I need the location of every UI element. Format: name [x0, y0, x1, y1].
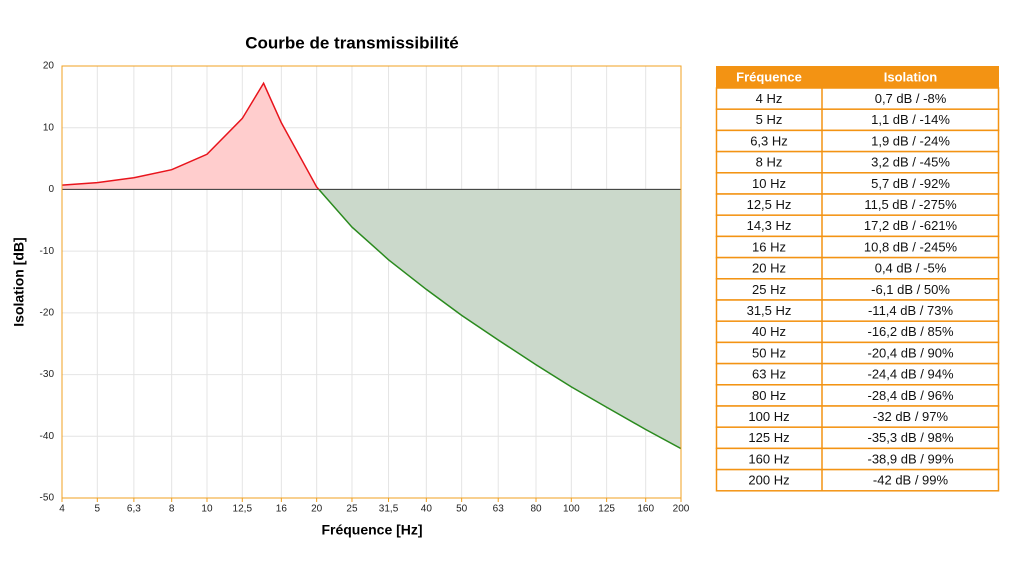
table-cell: 80 Hz	[752, 388, 786, 403]
table-cell: 25 Hz	[752, 282, 786, 297]
x-tick-label: 40	[421, 504, 433, 515]
table-cell: 10 Hz	[752, 176, 786, 191]
table-cell: 12,5 Hz	[747, 197, 792, 212]
table-header-bg	[716, 66, 999, 88]
table-cell: 200 Hz	[748, 473, 789, 488]
table-cell: 8 Hz	[756, 155, 783, 170]
line-above	[62, 81, 320, 190]
table-cell: 10,8 dB / -245%	[864, 239, 958, 254]
plot-border	[61, 65, 682, 499]
y-tick-label: -50	[40, 493, 55, 504]
x-tick-label: 5	[95, 504, 101, 515]
x-tick-label: 50	[456, 504, 468, 515]
table-cell: -32 dB / 97%	[873, 409, 949, 424]
y-tick-label: -20	[40, 307, 55, 318]
x-tick-label: 200	[673, 504, 690, 515]
table-cell: 63 Hz	[752, 367, 786, 382]
x-tick-label: 63	[493, 504, 505, 515]
table-cell: 0,4 dB / -5%	[875, 261, 947, 276]
table-cell: 100 Hz	[748, 409, 789, 424]
table-cell: 17,2 dB / -621%	[864, 218, 958, 233]
table-cell: -20,4 dB / 90%	[868, 345, 954, 360]
x-tick-label: 80	[530, 504, 542, 515]
y-tick-label: 10	[43, 122, 55, 133]
table-cell: -24,4 dB / 94%	[868, 367, 954, 382]
table-cell: -16,2 dB / 85%	[868, 324, 954, 339]
table-cell: 11,5 dB / -275%	[864, 197, 957, 212]
x-axis-label: Fréquence [Hz]	[321, 522, 422, 538]
table-cell: -28,4 dB / 96%	[868, 388, 954, 403]
x-tick-label: 160	[637, 504, 654, 515]
x-tick-label: 31,5	[379, 504, 399, 515]
table-cell: 125 Hz	[748, 430, 789, 445]
table-cell: 5,7 dB / -92%	[871, 176, 950, 191]
y-tick-label: -10	[40, 246, 55, 257]
table-cell: 1,9 dB / -24%	[871, 133, 950, 148]
table-cell: 3,2 dB / -45%	[871, 155, 950, 170]
chart-title: Courbe de transmissibilité	[245, 33, 459, 52]
table-cell: -35,3 dB / 98%	[868, 430, 954, 445]
table-header: Fréquence	[736, 69, 802, 84]
area-below	[62, 189, 681, 449]
x-tick-label: 12,5	[233, 504, 253, 515]
x-tick-label: 125	[598, 504, 615, 515]
x-tick-label: 6,3	[127, 504, 141, 515]
table-cell: 4 Hz	[756, 91, 783, 106]
table-cell: 31,5 Hz	[747, 303, 792, 318]
table-cell: -11,4 dB / 73%	[868, 303, 953, 318]
table-cell: -38,9 dB / 99%	[868, 451, 954, 466]
x-tick-label: 16	[276, 504, 288, 515]
table-header: Isolation	[884, 69, 938, 84]
x-tick-label: 10	[201, 504, 213, 515]
x-tick-label: 4	[59, 504, 65, 515]
table-cell: 6,3 Hz	[750, 133, 788, 148]
y-tick-label: -40	[40, 431, 55, 442]
x-tick-label: 25	[346, 504, 358, 515]
table-cell: 0,7 dB / -8%	[875, 91, 947, 106]
table-cell: 14,3 Hz	[747, 218, 792, 233]
table-cell: 1,1 dB / -14%	[871, 112, 950, 127]
table-cell: 5 Hz	[756, 112, 783, 127]
table-cell: 20 Hz	[752, 261, 786, 276]
table-cell: 160 Hz	[748, 451, 789, 466]
table-row	[715, 468, 1000, 492]
line-below	[317, 189, 681, 450]
x-tick-label: 20	[311, 504, 323, 515]
table-cell: 40 Hz	[752, 324, 786, 339]
area-above	[62, 83, 319, 190]
x-tick-label: 8	[169, 504, 175, 515]
table-cell: -42 dB / 99%	[873, 473, 949, 488]
table-cell: 50 Hz	[752, 345, 786, 360]
table-cell: 16 Hz	[752, 239, 786, 254]
y-tick-label: 0	[48, 184, 54, 195]
y-axis-label: Isolation [dB]	[11, 237, 27, 326]
y-tick-label: 20	[43, 61, 55, 72]
y-tick-label: -30	[40, 369, 55, 380]
x-tick-label: 100	[563, 504, 580, 515]
table-cell: -6,1 dB / 50%	[871, 282, 950, 297]
